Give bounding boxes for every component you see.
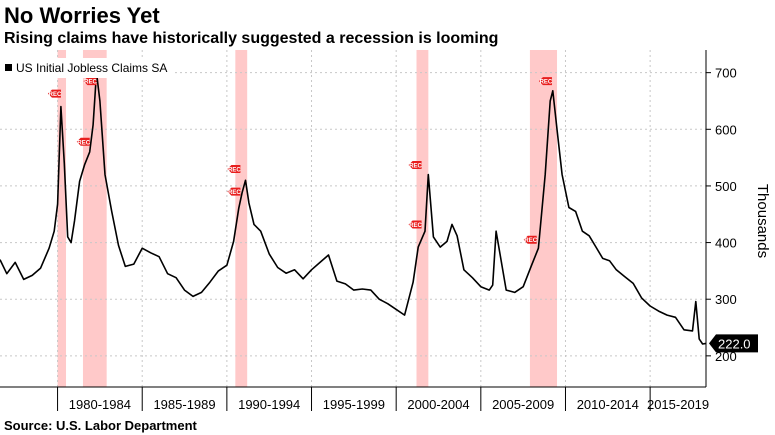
rec-marker-label: REC xyxy=(228,190,241,196)
legend: US Initial Jobless Claims SA xyxy=(0,58,175,78)
source-note: Source: U.S. Labor Department xyxy=(4,418,197,433)
last-value-badge: 222.0 xyxy=(709,334,758,353)
rec-marker-label: REC xyxy=(540,80,553,86)
rec-marker: REC xyxy=(408,220,423,229)
rec-marker-label: REC xyxy=(409,163,422,169)
rec-marker-label: REC xyxy=(77,140,90,146)
rec-marker-shape xyxy=(76,137,90,146)
recession-bands xyxy=(57,50,558,387)
legend-swatch xyxy=(5,64,12,71)
rec-marker-shape xyxy=(408,220,422,229)
x-tick-label: 1980-1984 xyxy=(69,397,131,412)
last-value-label: 222.0 xyxy=(718,336,751,351)
y-tick-label: 300 xyxy=(715,292,737,307)
rec-marker: REC xyxy=(523,235,538,244)
rec-marker-label: REC xyxy=(84,80,97,86)
rec-marker-shape xyxy=(408,160,422,169)
chart-subtitle: Rising claims have historically suggeste… xyxy=(4,30,499,47)
rec-marker-label: REC xyxy=(524,238,537,244)
x-tick-label: 2000-2004 xyxy=(407,397,469,412)
recession-band xyxy=(416,50,429,387)
axes: 200 300 400 500 600 700 1980-1984 1985-1989 1990… xyxy=(0,50,737,412)
y-tick-label: 600 xyxy=(715,122,737,137)
last-value-badge-shape xyxy=(709,334,758,353)
rec-marker-shape xyxy=(538,77,552,86)
rec-marker: REC xyxy=(227,187,241,196)
rec-marker-shape xyxy=(523,235,537,244)
rec-marker-shape xyxy=(227,187,241,196)
rec-marker: REC xyxy=(83,77,98,86)
series-line-jobless-claims xyxy=(0,71,707,345)
x-tick-label: 2015-2019 xyxy=(647,397,709,412)
rec-marker-shape xyxy=(227,164,241,173)
x-tick-label: 1985-1989 xyxy=(153,397,215,412)
rec-marker: REC xyxy=(408,160,423,169)
y-tick-label: 500 xyxy=(715,179,737,194)
x-tick-label: 2005-2009 xyxy=(492,397,554,412)
rec-marker-shape xyxy=(83,77,97,86)
y-tick-label: 700 xyxy=(715,66,737,81)
y-tick-label: 200 xyxy=(715,349,737,364)
rec-marker: REC xyxy=(538,77,553,86)
x-tick-label: 1990-1994 xyxy=(238,397,300,412)
rec-marker-label: REC xyxy=(409,223,422,229)
rec-marker: REC xyxy=(47,89,62,98)
recession-band xyxy=(235,50,248,387)
recession-band xyxy=(57,50,67,387)
y-axis-label: Thousands xyxy=(754,184,771,258)
recession-band xyxy=(529,50,558,387)
recession-markers: REC REC REC REC REC REC REC REC REC xyxy=(47,77,553,244)
legend-label: US Initial Jobless Claims SA xyxy=(16,61,167,75)
chart-title: No Worries Yet xyxy=(4,3,160,28)
x-tick-label: 1995-1999 xyxy=(323,397,385,412)
x-tick-label: 2010-2014 xyxy=(577,397,639,412)
legend-background xyxy=(0,58,175,78)
rec-marker: REC xyxy=(76,137,91,146)
gridlines xyxy=(0,50,706,387)
y-tick-label: 400 xyxy=(715,236,737,251)
rec-marker: REC xyxy=(227,164,241,173)
series-lines xyxy=(0,71,707,345)
recession-band xyxy=(82,50,107,387)
rec-marker-shape xyxy=(47,89,61,98)
rec-marker-label: REC xyxy=(228,167,241,173)
rec-marker-label: REC xyxy=(49,92,62,98)
